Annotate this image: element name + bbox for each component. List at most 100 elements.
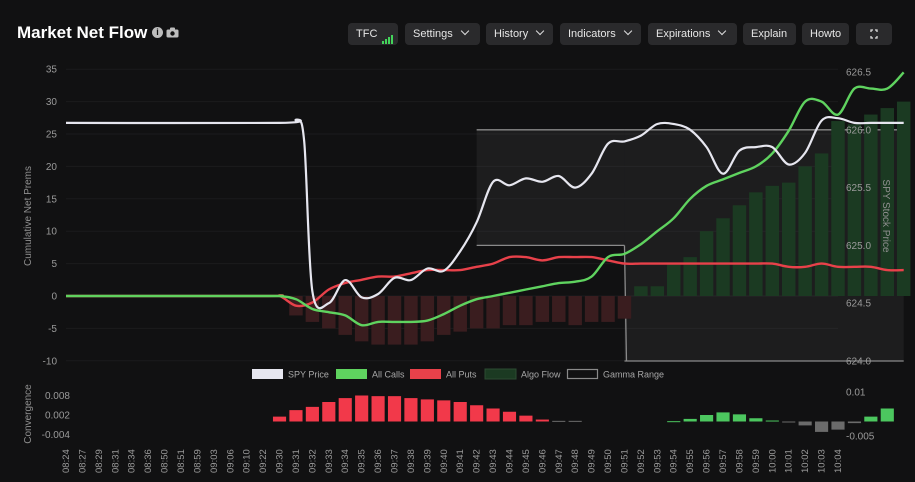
camera-icon[interactable] <box>166 27 179 38</box>
y-tick-label: 35 <box>46 65 58 76</box>
algo-flow-bar <box>354 296 369 342</box>
convergence-bar <box>272 416 287 422</box>
algo-flow-bar <box>814 153 829 296</box>
fullscreen-button[interactable] <box>856 23 892 45</box>
signal-icon <box>382 22 394 45</box>
legend: SPY Price All Calls All Puts Algo Flow Gamma… <box>252 368 664 380</box>
spy-price-line <box>65 116 904 310</box>
convergence-bar <box>552 420 566 422</box>
all-calls-line <box>66 71 905 327</box>
legend-swatch <box>336 369 367 379</box>
convergence-bar <box>387 396 402 422</box>
expirations-dropdown[interactable]: Expirations <box>648 23 737 45</box>
convergence-bar <box>470 405 484 422</box>
x-tick-label: 09:34 <box>340 449 351 473</box>
x-tick-label: 08:34 <box>127 449 138 473</box>
info-icon[interactable]: i <box>152 27 163 38</box>
algo-flow-bar <box>552 296 566 322</box>
convergence-bar <box>355 395 369 422</box>
legend-swatch <box>566 368 599 380</box>
conv-y2-tick-label: 0.01 <box>846 388 866 399</box>
x-tick-label: 09:54 <box>669 449 680 473</box>
convergence-bar <box>486 408 500 422</box>
y-tick-label: 10 <box>46 227 58 238</box>
legend-label: SPY Price <box>288 370 329 380</box>
convergence-bar <box>420 399 434 422</box>
convergence-bar <box>749 418 763 422</box>
x-tick-label: 09:42 <box>472 449 483 473</box>
tfc-button[interactable]: TFC <box>348 23 398 45</box>
y-tick-label: -10 <box>43 356 58 367</box>
convergence-bar <box>289 410 303 422</box>
x-tick-label: 10:03 <box>817 449 828 473</box>
y2-axis-label: SPY Stock Price <box>880 179 891 253</box>
indicators-dropdown[interactable]: Indicators <box>560 23 641 45</box>
settings-dropdown[interactable]: Settings <box>405 23 480 45</box>
x-tick-label: 09:22 <box>258 449 269 473</box>
x-tick-label: 09:58 <box>734 449 745 473</box>
convergence-bar <box>831 421 845 430</box>
y-tick-label: 5 <box>51 259 57 270</box>
algo-flow-bar <box>486 296 500 329</box>
x-tick-label: 10:01 <box>784 449 795 473</box>
x-tick-label: 09:06 <box>225 449 236 473</box>
explain-button[interactable]: Explain <box>743 23 796 45</box>
algo-flow-bar <box>798 166 812 296</box>
x-tick-label: 09:32 <box>307 449 318 473</box>
convergence-bar <box>683 418 697 422</box>
y2-tick-label: 624.0 <box>846 357 871 368</box>
algo-flow-bar <box>880 108 895 296</box>
x-tick-label: 09:52 <box>636 449 647 473</box>
x-tick-label: 08:51 <box>176 449 187 473</box>
algo-flow-bar <box>732 205 747 296</box>
howto-button[interactable]: Howto <box>802 23 849 45</box>
conv-y2-tick-label: -0.005 <box>846 432 875 443</box>
explain-label: Explain <box>751 28 788 40</box>
x-tick-label: 08:59 <box>192 449 203 473</box>
x-tick-label: 09:43 <box>488 449 499 473</box>
y-tick-label: 20 <box>46 162 58 173</box>
y-axis-label: Cumulative Net Prems <box>23 166 34 266</box>
algo-flow-bar <box>502 296 517 326</box>
legend-label: All Puts <box>446 370 477 380</box>
x-tick-label: 10:02 <box>800 449 811 473</box>
x-tick-label: 09:56 <box>702 449 713 473</box>
x-tick-label: 09:44 <box>505 449 516 473</box>
x-tick-label: 09:30 <box>275 449 286 473</box>
x-tick-label: 09:33 <box>324 449 335 473</box>
x-tick-label: 09:37 <box>390 449 401 473</box>
x-tick-label: 09:55 <box>685 449 696 473</box>
x-tick-label: 09:03 <box>209 449 220 473</box>
convergence-bar <box>667 421 681 423</box>
algo-flow-bar <box>781 182 796 296</box>
algo-flow-bar <box>634 286 648 296</box>
algo-flow-bar <box>617 296 632 319</box>
x-tick-label: 09:10 <box>242 449 253 473</box>
x-tick-label: 09:40 <box>439 449 450 473</box>
x-tick-label: 09:49 <box>587 449 598 473</box>
x-tick-label: 09:48 <box>570 449 581 473</box>
main-plot <box>65 68 911 362</box>
algo-flow-bar <box>519 296 533 326</box>
x-tick-label: 09:45 <box>521 449 532 473</box>
history-dropdown[interactable]: History <box>486 23 553 45</box>
algo-flow-bar <box>601 296 615 322</box>
x-tick-label: 09:36 <box>373 449 384 473</box>
algo-flow-bar <box>437 296 451 335</box>
expirations-label: Expirations <box>656 28 711 40</box>
algo-flow-bar <box>584 296 599 322</box>
convergence-bar <box>404 398 418 422</box>
x-tick-label: 09:46 <box>537 449 548 473</box>
algo-flow-bar <box>847 124 862 296</box>
convergence-bar <box>880 408 894 422</box>
x-tick-label: 09:39 <box>422 449 433 473</box>
y-tick-label: 15 <box>46 194 58 205</box>
legend-swatch <box>252 369 283 379</box>
algo-flow-bar <box>749 192 763 296</box>
convergence-bar <box>437 400 451 422</box>
convergence-bar <box>305 406 319 422</box>
convergence-bar <box>798 421 812 426</box>
howto-label: Howto <box>810 28 842 40</box>
history-label: History <box>494 28 529 40</box>
convergence-bar <box>568 420 582 422</box>
